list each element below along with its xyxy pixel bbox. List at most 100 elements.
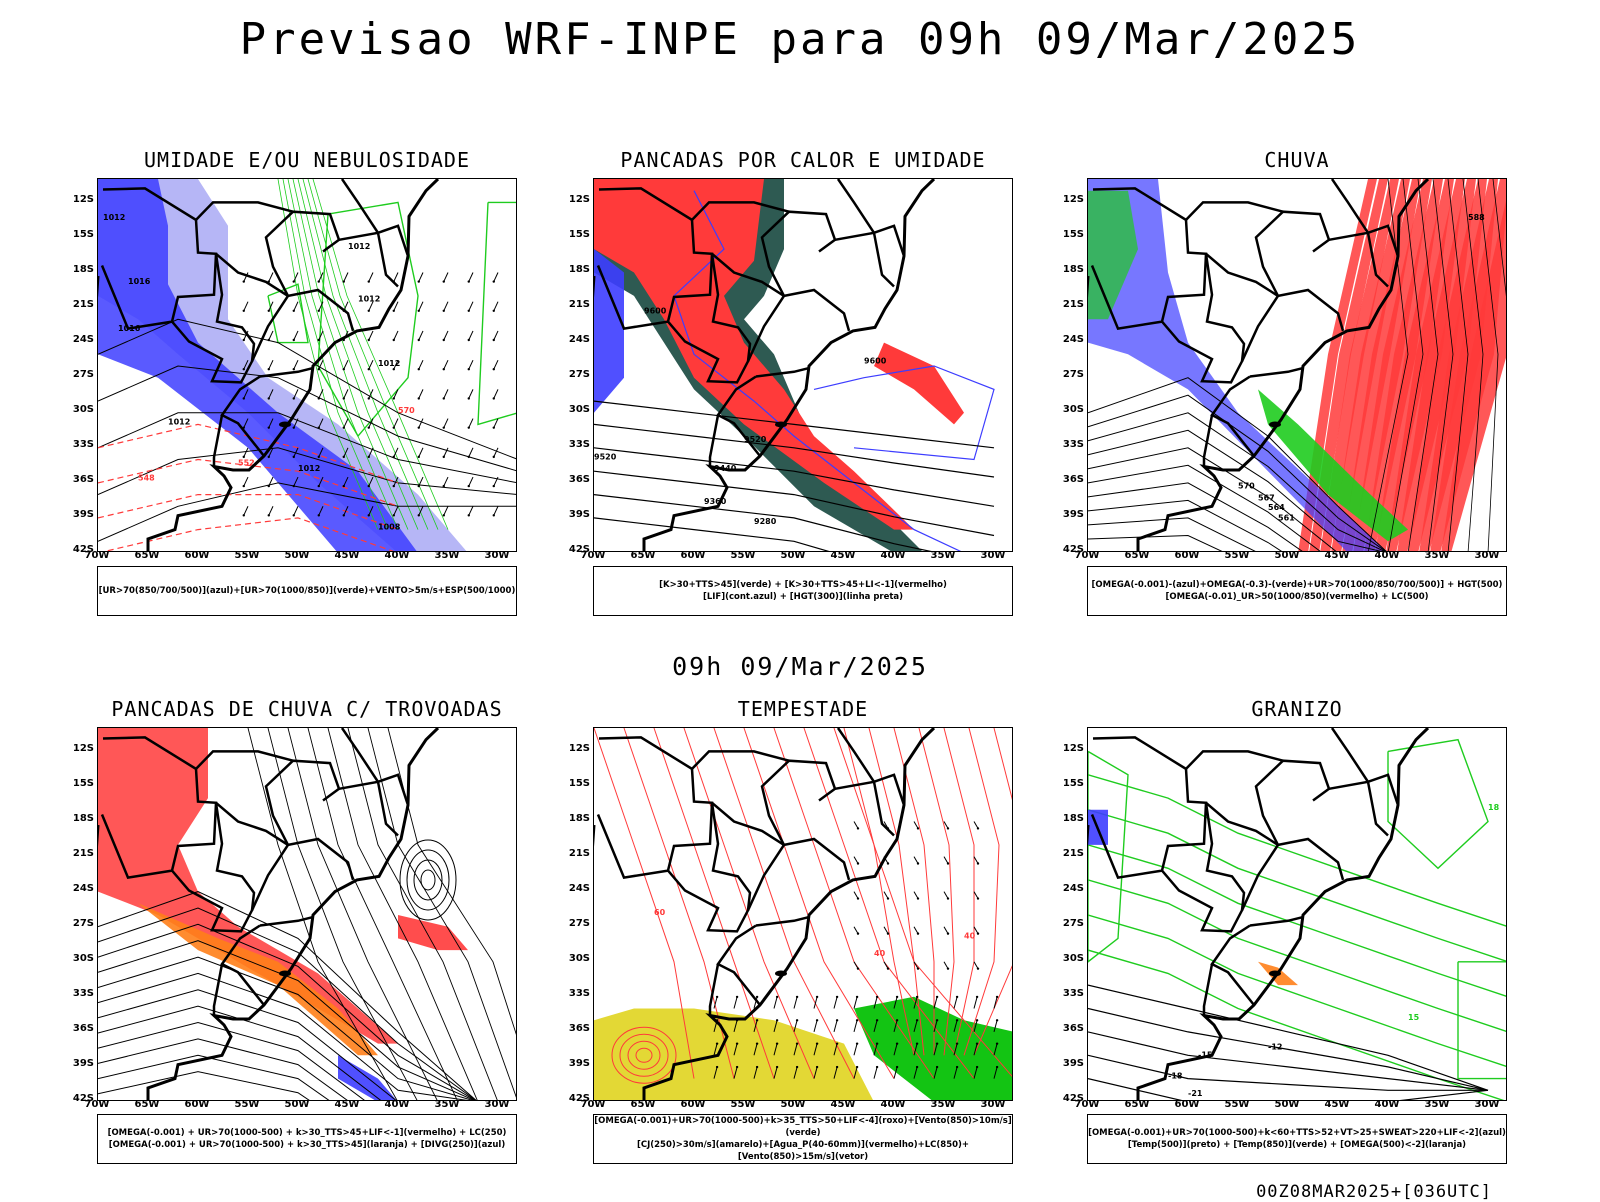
wind-vector-head xyxy=(317,514,320,517)
wind-vector-head xyxy=(935,1019,939,1022)
wind-vector-850 xyxy=(913,961,919,969)
wind-vector xyxy=(318,330,324,341)
wind-vector-head xyxy=(267,455,270,459)
forecast-map: 9600 9600 9520 9520 9440 9360 9280 xyxy=(593,178,1013,552)
longitude-tick-label: 55W xyxy=(1224,1099,1250,1110)
temperature-850-contour xyxy=(1088,809,1506,962)
longitude-tick-label: 35W xyxy=(434,550,460,561)
wind-vector-850 xyxy=(733,1020,738,1033)
height-500-contour xyxy=(1447,179,1469,551)
wind-vector-850 xyxy=(753,1043,758,1056)
wind-vector xyxy=(343,506,349,516)
wind-vector xyxy=(343,418,349,428)
longitude-tick-label: 40W xyxy=(384,550,410,561)
longitude-tick-label: 50W xyxy=(1274,550,1300,561)
political-border xyxy=(215,252,289,297)
wind-vector-850 xyxy=(773,996,778,1009)
latitude-tick-label: 39S xyxy=(1062,1058,1084,1069)
wind-vector-850 xyxy=(973,1043,978,1056)
wind-vector xyxy=(393,418,399,428)
wind-vector-head xyxy=(442,368,445,371)
wind-vector-head xyxy=(417,455,420,459)
wind-vector-head xyxy=(946,932,950,935)
wind-vector xyxy=(293,476,299,487)
latitude-tick-label: 30S xyxy=(72,953,94,964)
political-border xyxy=(711,801,785,846)
latitude-tick-label: 39S xyxy=(1062,509,1084,520)
wind-vector-850 xyxy=(853,961,859,969)
pressure-isobar xyxy=(98,365,516,472)
wind-vector-head xyxy=(875,1065,879,1069)
wind-vector-head xyxy=(715,995,719,999)
wind-vector-850 xyxy=(973,996,978,1009)
wind-vector-head xyxy=(342,426,345,429)
streamline-250 xyxy=(98,923,476,1100)
wind-vector xyxy=(243,301,249,311)
wind-vector-850 xyxy=(733,1043,738,1056)
contour-label: -21 xyxy=(1188,1089,1203,1098)
latitude-tick-label: 12S xyxy=(568,194,590,205)
latitude-tick-label: 12S xyxy=(1062,194,1084,205)
wind-vector-850 xyxy=(893,1020,898,1033)
lagoon xyxy=(775,421,787,428)
low-level-streamline xyxy=(611,1026,677,1084)
forecast-map: -12 -15 -18 -21 18 15 xyxy=(1087,727,1507,1101)
wind-vector xyxy=(468,447,474,458)
wind-vector xyxy=(243,506,249,516)
wind-vector-850 xyxy=(853,891,859,899)
wind-vector-head xyxy=(317,338,320,342)
wind-vector-head xyxy=(975,1065,979,1069)
latitude-tick-label: 12S xyxy=(568,743,590,754)
wind-vector xyxy=(468,359,474,370)
wind-vector-head xyxy=(835,1019,839,1022)
height-500-contour xyxy=(1088,534,1223,551)
wind-vector xyxy=(393,272,399,282)
wind-vector xyxy=(368,301,374,311)
wind-vector xyxy=(468,330,474,341)
political-border xyxy=(212,963,224,1016)
low-level-streamline xyxy=(843,728,915,1056)
political-border xyxy=(1090,736,1208,879)
wind-vector xyxy=(418,389,424,399)
wind-vector-head xyxy=(492,338,495,342)
panel-title: PANCADAS POR CALOR E UMIDADE xyxy=(620,148,986,172)
wind-vector xyxy=(418,272,424,282)
streamline-250 xyxy=(98,1071,310,1100)
low-level-streamline xyxy=(619,1033,669,1077)
wind-vector-head xyxy=(875,1042,879,1045)
wind-vector-850 xyxy=(873,1066,878,1079)
low-level-streamline xyxy=(623,728,735,1079)
longitude-tick-label: 65W xyxy=(134,1099,160,1110)
wind-vector-head xyxy=(755,995,759,999)
low-level-streamline xyxy=(963,728,1000,1056)
wind-vector-head xyxy=(976,827,980,830)
longitude-tick-label: 35W xyxy=(1424,550,1450,561)
temperature-850-contour xyxy=(1088,914,1506,1067)
political-border xyxy=(691,750,790,770)
wind-vector xyxy=(418,447,424,458)
wind-vector xyxy=(393,359,399,370)
longitude-tick-label: 60W xyxy=(1174,1099,1200,1110)
wind-vector xyxy=(393,447,399,458)
map-svg: 40 40 60 xyxy=(594,728,1012,1100)
wind-vector-head xyxy=(392,514,395,517)
thunderstorm-area xyxy=(98,728,398,1044)
wind-vector-head xyxy=(715,1042,719,1045)
height-500-contour xyxy=(1088,517,1256,551)
height-300-contour xyxy=(594,447,995,507)
height-500-contour xyxy=(1088,394,1387,551)
wind-vector xyxy=(243,330,249,341)
longitude-tick-label: 50W xyxy=(780,550,806,561)
wind-vector-850 xyxy=(973,926,979,934)
wind-vector xyxy=(418,418,424,428)
height-500-contour xyxy=(1088,412,1385,551)
wind-vector-850 xyxy=(873,1020,878,1033)
wind-vector-head xyxy=(292,426,295,429)
wind-vector xyxy=(493,301,499,311)
contour-label: 1012 xyxy=(103,213,125,222)
wind-vector-850 xyxy=(993,1066,998,1079)
wind-vector-head xyxy=(242,484,245,488)
longitude-tick-label: 45W xyxy=(1324,1099,1350,1110)
low-level-humidity-contour xyxy=(477,201,516,426)
wind-vector xyxy=(243,359,249,370)
